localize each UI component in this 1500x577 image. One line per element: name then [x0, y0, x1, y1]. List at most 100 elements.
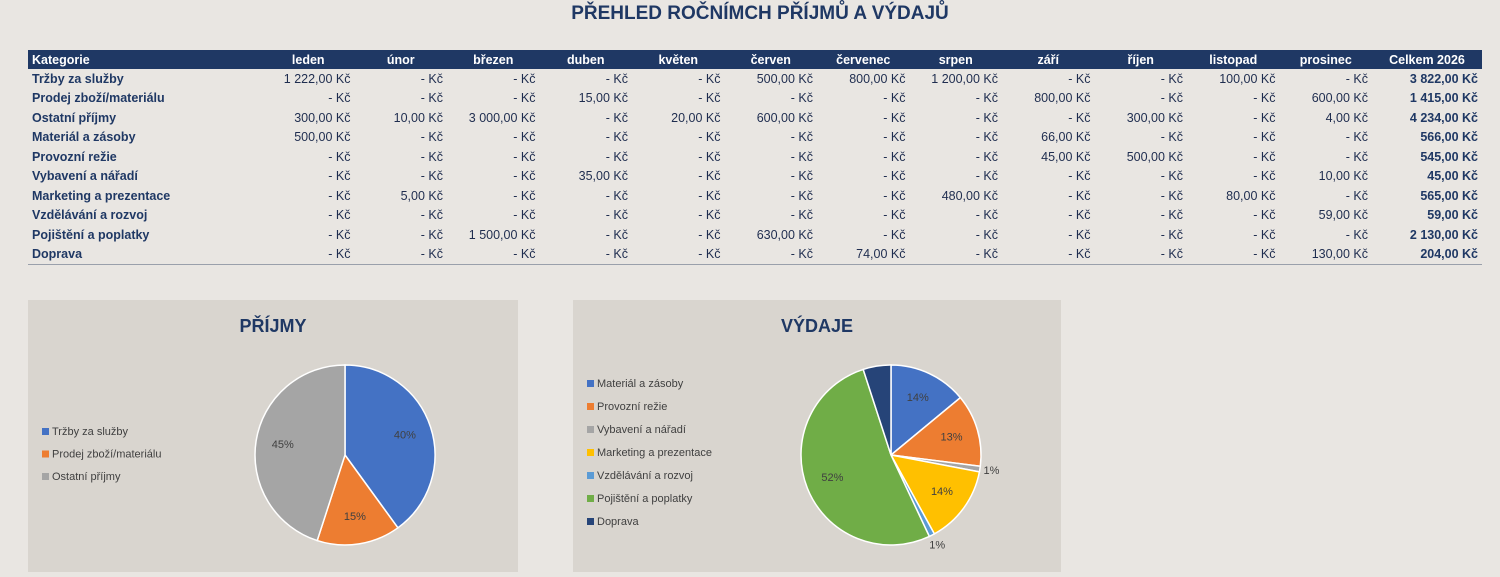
cell: 59,00 Kč	[1318, 208, 1368, 223]
row-label: Ostatní příjmy	[32, 110, 117, 125]
cell: - Kč	[698, 208, 721, 223]
data-label: 52%	[821, 472, 843, 484]
pie-slice	[344, 364, 436, 529]
row-label: Pojištění a poplatky	[32, 227, 150, 242]
cell: 500,00 Kč	[756, 71, 813, 86]
cell: - Kč	[605, 227, 628, 242]
cell: - Kč	[975, 169, 998, 184]
cell: - Kč	[698, 227, 721, 242]
cell: 566,00 Kč	[1420, 130, 1478, 145]
pie-slice	[316, 453, 399, 546]
cell: - Kč	[1068, 188, 1091, 203]
cell: 800,00 Kč	[849, 71, 906, 86]
chart-panel: PŘÍJMY 40% Tržby za služby 15% Prodej zboží/…	[28, 300, 518, 572]
cell: - Kč	[1068, 110, 1091, 125]
cell: - Kč	[1160, 208, 1183, 223]
cell: - Kč	[698, 188, 721, 203]
cell: 80,00 Kč	[1226, 188, 1276, 203]
cell: - Kč	[790, 208, 813, 223]
cell: - Kč	[1345, 130, 1368, 145]
table-row: Materiál a zásoby 500,00 Kč - Kč - Kč - Kč - …	[28, 128, 1482, 148]
data-label: 1%	[983, 465, 999, 477]
cell: - Kč	[883, 208, 906, 223]
cell: 15,00 Kč	[578, 91, 628, 106]
header-cell: únor	[354, 50, 447, 69]
cell: 2 130,00 Kč	[1409, 227, 1478, 242]
legend-swatch	[42, 473, 49, 480]
data-label: 14%	[907, 392, 929, 404]
cell: - Kč	[605, 208, 628, 223]
cell: 500,00 Kč	[1126, 149, 1183, 164]
cell: - Kč	[1253, 227, 1276, 242]
header-cell: září	[1002, 50, 1095, 69]
header-cell: březen	[447, 50, 540, 69]
cell: 300,00 Kč	[1126, 110, 1183, 125]
header-cell: říjen	[1094, 50, 1187, 69]
header-cell: červen	[724, 50, 817, 69]
header-cell: Celkem 2026	[1372, 50, 1482, 69]
legend-swatch	[587, 380, 594, 387]
summary-table: Kategorie leden únor březen duben květen červe…	[28, 50, 1482, 265]
cell: - Kč	[698, 149, 721, 164]
cell: 600,00 Kč	[1311, 91, 1368, 106]
row-label: Marketing a prezentace	[32, 188, 171, 203]
data-label: 40%	[394, 429, 416, 441]
legend-label: Tržby za služby	[52, 426, 129, 438]
cell: 630,00 Kč	[756, 227, 813, 242]
header-cell: duben	[539, 50, 632, 69]
table-row: Ostatní příjmy 300,00 Kč 10,00 Kč 3 000,00 …	[28, 108, 1482, 128]
cell: - Kč	[790, 247, 813, 262]
cell: - Kč	[1068, 247, 1091, 262]
cell: - Kč	[420, 149, 443, 164]
row-label: Doprava	[32, 247, 83, 262]
cell: - Kč	[328, 149, 351, 164]
cell: 800,00 Kč	[1034, 91, 1091, 106]
cell: - Kč	[975, 130, 998, 145]
data-label: 13%	[940, 431, 962, 443]
cell: 300,00 Kč	[294, 110, 351, 125]
cell: - Kč	[513, 149, 536, 164]
data-label: 1%	[929, 540, 945, 552]
cell: 3 822,00 Kč	[1409, 71, 1478, 86]
cell: - Kč	[1253, 247, 1276, 262]
legend-swatch	[42, 428, 49, 435]
cell: 1 415,00 Kč	[1409, 91, 1478, 106]
cell: - Kč	[1345, 71, 1368, 86]
header-cell: srpen	[909, 50, 1002, 69]
cell: - Kč	[513, 247, 536, 262]
data-label: 15%	[344, 511, 366, 523]
row-label: Tržby za služby	[32, 71, 124, 86]
cell: - Kč	[605, 130, 628, 145]
cell: - Kč	[420, 208, 443, 223]
header-cell: listopad	[1187, 50, 1280, 69]
cell: - Kč	[1068, 169, 1091, 184]
cell: - Kč	[328, 169, 351, 184]
legend-label: Provozní režie	[597, 401, 667, 413]
chart-title: VÝDAJE	[781, 315, 853, 336]
legend-swatch	[587, 426, 594, 433]
legend-swatch	[587, 449, 594, 456]
cell: 45,00 Kč	[1427, 169, 1478, 184]
cell: - Kč	[328, 188, 351, 203]
cell: - Kč	[1068, 227, 1091, 242]
cell: 1 222,00 Kč	[283, 71, 351, 86]
cell: - Kč	[513, 130, 536, 145]
table-row: Prodej zboží/materiálu - Kč - Kč - Kč 15,00 …	[28, 89, 1482, 109]
cell: - Kč	[1068, 208, 1091, 223]
cell: - Kč	[1160, 169, 1183, 184]
cell: - Kč	[1253, 91, 1276, 106]
cell: - Kč	[883, 130, 906, 145]
cell: 10,00 Kč	[1318, 169, 1368, 184]
cell: - Kč	[1253, 149, 1276, 164]
header-cell: prosinec	[1279, 50, 1372, 69]
cell: - Kč	[420, 247, 443, 262]
cell: - Kč	[1345, 227, 1368, 242]
header-cell: Kategorie	[28, 50, 262, 69]
cell: - Kč	[883, 91, 906, 106]
cell: 74,00 Kč	[856, 247, 906, 262]
cell: - Kč	[790, 169, 813, 184]
row-label: Vzdělávání a rozvoj	[32, 208, 148, 223]
chart: VÝDAJE 14% Materiál a zásoby 13% Provozní re…	[587, 315, 1000, 552]
table-row: Marketing a prezentace - Kč 5,00 Kč - Kč - K…	[28, 186, 1482, 206]
pie-slice	[889, 396, 982, 468]
